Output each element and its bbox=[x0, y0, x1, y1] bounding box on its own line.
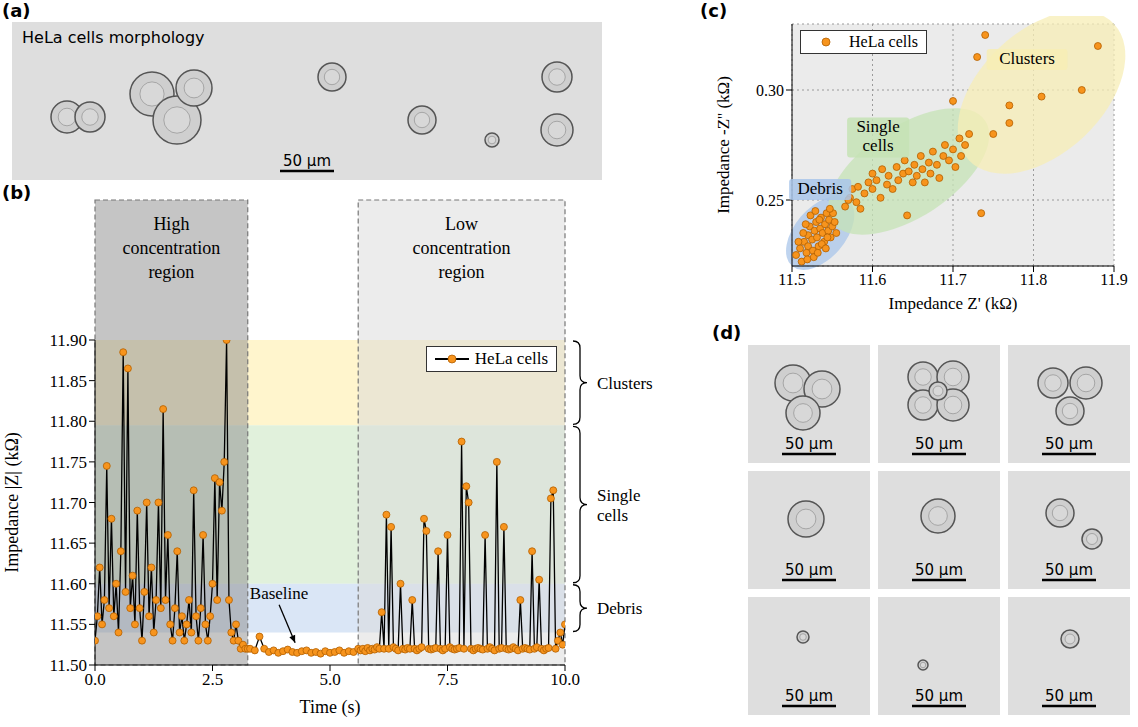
svg-text:50 µm: 50 µm bbox=[1045, 435, 1093, 453]
svg-text:50 µm: 50 µm bbox=[915, 687, 963, 705]
html-text:(b): (b) bbox=[2, 182, 32, 203]
svg-text:11.55: 11.55 bbox=[49, 615, 87, 634]
svg-text:50 µm: 50 µm bbox=[283, 152, 331, 170]
svg-text:50 µm: 50 µm bbox=[915, 561, 963, 579]
svg-text:50 µm: 50 µm bbox=[1045, 687, 1093, 705]
svg-text:11.9: 11.9 bbox=[1100, 271, 1127, 288]
svg-text:11.75: 11.75 bbox=[49, 453, 87, 472]
svg-text:11.60: 11.60 bbox=[49, 575, 87, 594]
svg-text:Time (s): Time (s) bbox=[300, 697, 361, 718]
svg-text:Clusters: Clusters bbox=[597, 374, 653, 393]
svg-text:0.25: 0.25 bbox=[756, 192, 784, 209]
svg-text:Highconcentrationregion: Highconcentrationregion bbox=[122, 214, 220, 282]
svg-text:2.5: 2.5 bbox=[202, 670, 223, 689]
svg-text:Debris: Debris bbox=[798, 179, 843, 198]
html-text:(a): (a) bbox=[2, 0, 31, 21]
svg-text:50 µm: 50 µm bbox=[785, 687, 833, 705]
html-text:(c): (c) bbox=[700, 0, 728, 21]
svg-text:Lowconcentrationregion: Lowconcentrationregion bbox=[413, 214, 511, 282]
html-text:HeLa cells morphology: HeLa cells morphology bbox=[22, 28, 205, 47]
svg-text:50 µm: 50 µm bbox=[915, 435, 963, 453]
svg-text:50 µm: 50 µm bbox=[785, 561, 833, 579]
svg-text:11.8: 11.8 bbox=[1020, 271, 1047, 288]
svg-text:5.0: 5.0 bbox=[319, 670, 340, 689]
svg-text:11.50: 11.50 bbox=[49, 656, 87, 675]
svg-text:Singlecells: Singlecells bbox=[856, 117, 899, 155]
html-text:(d): (d) bbox=[712, 322, 742, 343]
svg-text:50 µm: 50 µm bbox=[785, 435, 833, 453]
svg-text:50 µm: 50 µm bbox=[1045, 561, 1093, 579]
svg-text:11.85: 11.85 bbox=[49, 372, 87, 391]
svg-text:0.0: 0.0 bbox=[84, 670, 105, 689]
svg-text:7.5: 7.5 bbox=[437, 670, 458, 689]
svg-text:0.30: 0.30 bbox=[756, 82, 784, 99]
svg-text:11.6: 11.6 bbox=[859, 271, 886, 288]
html-text:HeLa cells: HeLa cells bbox=[474, 349, 548, 368]
html-text:HeLa cells: HeLa cells bbox=[849, 33, 918, 50]
svg-text:Clusters: Clusters bbox=[999, 49, 1055, 68]
svg-text:Impedance -Z'' (kΩ): Impedance -Z'' (kΩ) bbox=[714, 76, 733, 214]
svg-text:Impedance |Z| (kΩ): Impedance |Z| (kΩ) bbox=[2, 432, 23, 573]
svg-text:Singlecells: Singlecells bbox=[597, 486, 640, 525]
svg-text:Debris: Debris bbox=[597, 599, 642, 618]
svg-text:11.70: 11.70 bbox=[49, 494, 87, 513]
svg-text:Baseline: Baseline bbox=[250, 584, 309, 603]
svg-text:11.90: 11.90 bbox=[49, 331, 87, 350]
svg-text:10.0: 10.0 bbox=[550, 670, 580, 689]
svg-text:11.7: 11.7 bbox=[939, 271, 966, 288]
svg-text:11.5: 11.5 bbox=[778, 271, 805, 288]
svg-text:11.65: 11.65 bbox=[49, 534, 87, 553]
svg-text:Impedance Z' (kΩ): Impedance Z' (kΩ) bbox=[889, 294, 1018, 313]
svg-text:11.80: 11.80 bbox=[49, 412, 87, 431]
